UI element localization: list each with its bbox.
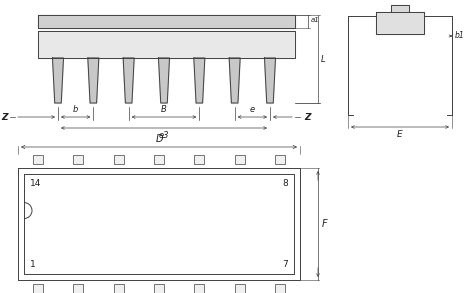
- Polygon shape: [391, 5, 409, 12]
- Text: e3: e3: [159, 131, 169, 140]
- Polygon shape: [264, 58, 275, 103]
- Bar: [194, 284, 204, 293]
- Polygon shape: [229, 58, 240, 103]
- Bar: [33, 155, 43, 164]
- Text: F: F: [322, 219, 328, 229]
- Text: b: b: [73, 105, 78, 114]
- Text: e: e: [250, 105, 255, 114]
- Polygon shape: [38, 31, 295, 58]
- Text: 1: 1: [30, 260, 36, 269]
- Bar: [73, 155, 83, 164]
- Bar: [275, 284, 285, 293]
- Text: Z: Z: [304, 113, 310, 122]
- Text: a1: a1: [311, 18, 320, 23]
- Polygon shape: [376, 12, 424, 34]
- Text: Z: Z: [1, 113, 8, 122]
- Polygon shape: [158, 58, 170, 103]
- Text: B: B: [161, 105, 167, 114]
- Text: D: D: [155, 134, 163, 144]
- Bar: [235, 284, 245, 293]
- Bar: [275, 155, 285, 164]
- Bar: [194, 155, 204, 164]
- Bar: [235, 155, 245, 164]
- Polygon shape: [88, 58, 99, 103]
- Polygon shape: [194, 58, 205, 103]
- Text: L: L: [321, 54, 326, 64]
- Bar: [154, 155, 164, 164]
- Polygon shape: [53, 58, 64, 103]
- Text: 14: 14: [30, 179, 41, 188]
- Text: E: E: [397, 130, 403, 139]
- Polygon shape: [123, 58, 134, 103]
- Text: 7: 7: [282, 260, 288, 269]
- Polygon shape: [38, 15, 295, 28]
- Bar: [73, 284, 83, 293]
- Bar: [33, 284, 43, 293]
- Bar: [114, 284, 124, 293]
- Text: 8: 8: [282, 179, 288, 188]
- Text: b1: b1: [455, 32, 465, 40]
- Bar: [154, 284, 164, 293]
- Bar: [114, 155, 124, 164]
